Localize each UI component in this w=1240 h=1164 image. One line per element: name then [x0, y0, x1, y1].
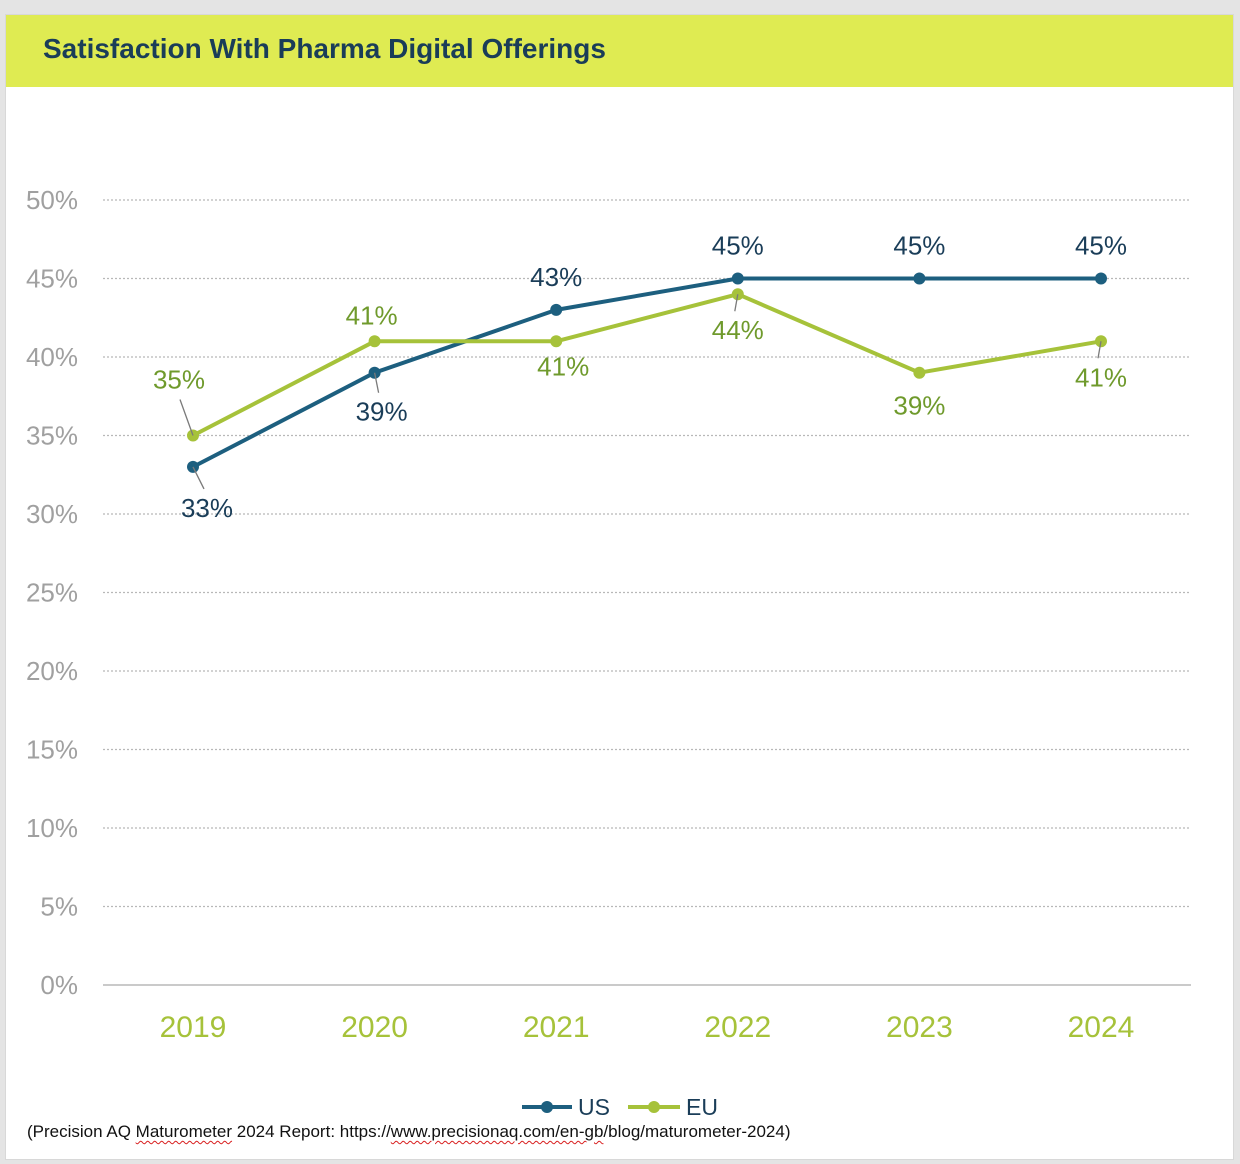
- source-citation: (Precision AQ Maturometer 2024 Report: h…: [27, 1122, 791, 1141]
- data-label-eu: 41%: [1075, 362, 1127, 392]
- data-label-us: 45%: [1075, 231, 1127, 261]
- data-label-eu: 41%: [346, 300, 398, 330]
- data-label-leader: [1097, 341, 1102, 359]
- y-tick-label: 20%: [26, 656, 78, 686]
- data-label-us: 33%: [181, 493, 233, 523]
- data-label-eu: 39%: [893, 391, 945, 421]
- data-point-eu: [913, 366, 926, 379]
- x-tick-label: 2019: [160, 1011, 227, 1044]
- x-tick-label: 2024: [1068, 1011, 1135, 1044]
- series-line-eu: [192, 292, 1102, 438]
- x-tick-label: 2022: [704, 1011, 771, 1044]
- data-label-us: 45%: [893, 231, 945, 261]
- y-tick-label: 5%: [40, 892, 78, 922]
- y-tick-label: 15%: [26, 735, 78, 765]
- data-label-eu: 35%: [153, 365, 205, 395]
- data-label-eu: 44%: [712, 315, 764, 345]
- data-label-us: 43%: [530, 262, 582, 292]
- legend-label-eu: EU: [686, 1094, 718, 1120]
- data-label-leader: [373, 372, 380, 393]
- series-line-us: [192, 276, 1101, 469]
- data-label-eu: 41%: [537, 351, 589, 381]
- data-point-us: [731, 272, 744, 285]
- data-label-leader: [734, 294, 739, 312]
- legend-swatch-marker: [648, 1101, 660, 1113]
- legend: US EU: [522, 1094, 718, 1120]
- x-tick-label: 2020: [341, 1011, 408, 1044]
- title-bar: Satisfaction With Pharma Digital Offerin…: [6, 15, 1233, 87]
- y-tick-label: 30%: [26, 499, 78, 529]
- data-label-us: 45%: [712, 231, 764, 261]
- x-tick-label: 2021: [523, 1011, 590, 1044]
- y-tick-label: 40%: [26, 342, 78, 372]
- data-point-us: [1095, 272, 1107, 285]
- y-tick-label: 10%: [26, 813, 78, 843]
- data-label-us: 39%: [356, 397, 408, 427]
- chart-card: Satisfaction With Pharma Digital Offerin…: [5, 14, 1234, 1160]
- data-label-leader: [192, 466, 205, 490]
- y-tick-label: 45%: [26, 264, 78, 294]
- y-tick-label: 35%: [26, 421, 78, 451]
- y-tick-label: 50%: [26, 185, 78, 215]
- data-label-leader: [179, 399, 194, 436]
- data-point-us: [913, 272, 926, 285]
- data-point-eu: [550, 335, 563, 348]
- x-tick-label: 2023: [886, 1011, 953, 1044]
- legend-label-us: US: [578, 1094, 610, 1120]
- y-tick-label: 25%: [26, 578, 78, 608]
- data-point-eu: [368, 335, 381, 348]
- chart-title: Satisfaction With Pharma Digital Offerin…: [43, 33, 606, 64]
- data-point-us: [550, 303, 563, 316]
- legend-swatch-marker: [541, 1101, 553, 1113]
- y-tick-label: 0%: [40, 970, 78, 1000]
